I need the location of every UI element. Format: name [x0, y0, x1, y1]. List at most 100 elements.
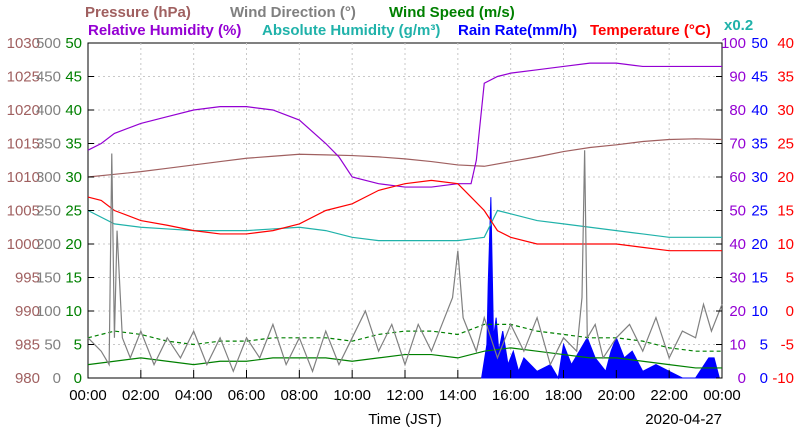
- y-tick-label-wind-direction: 450: [36, 69, 61, 86]
- y-tick-label-temperature: 5: [786, 270, 794, 287]
- y-tick-label-pressure: 1015: [7, 136, 40, 153]
- series-line-pressure-hpa: [87, 138, 723, 178]
- y-tick-label-wind-speed: 15: [65, 270, 82, 287]
- y-tick-label-pressure: 985: [15, 337, 40, 354]
- y-tick-label-rain-rate: 10: [751, 303, 768, 320]
- y-tick-label-humidity: 60: [729, 169, 746, 186]
- date-label: 2020-04-27: [645, 411, 722, 428]
- y-tick-label-wind-speed: 30: [65, 169, 82, 186]
- y-tick-label-rain-rate: 25: [751, 203, 768, 220]
- y-tick-label-humidity: 30: [729, 270, 746, 287]
- x-axis-label: Time (JST): [368, 411, 442, 428]
- x-tick-label: 00:00: [703, 387, 741, 404]
- series-line-wind-speed-m-s: [87, 347, 722, 369]
- y-tick-label-wind-direction: 300: [36, 169, 61, 186]
- x-tick-label: 08:00: [281, 387, 319, 404]
- y-tick-label-humidity: 70: [729, 136, 746, 153]
- series-line-temperature-c: [87, 179, 722, 252]
- y-axes: 9809859909951000100510101015102010251030…: [7, 35, 794, 387]
- x-tick-label: 20:00: [598, 387, 636, 404]
- y-tick-label-humidity: 40: [729, 236, 746, 253]
- y-tick-label-temperature: -10: [772, 370, 794, 387]
- y-tick-label-humidity: 10: [729, 337, 746, 354]
- y-tick-label-humidity: 80: [729, 102, 746, 119]
- y-tick-label-wind-speed: 20: [65, 236, 82, 253]
- y-tick-label-pressure: 995: [15, 270, 40, 287]
- rain-rate-fill: [481, 197, 721, 380]
- y-tick-label-pressure: 1020: [7, 102, 40, 119]
- y-tick-label-temperature: -5: [781, 337, 794, 354]
- legend-rain-rate: Rain Rate(mm/h): [458, 22, 577, 39]
- y-tick-label-wind-direction: 0: [53, 370, 61, 387]
- x-tick-label: 02:00: [122, 387, 160, 404]
- series-lines: [87, 62, 723, 374]
- y-tick-label-temperature: 10: [777, 236, 794, 253]
- y-tick-label-temperature: 20: [777, 169, 794, 186]
- y-tick-label-rain-rate: 0: [760, 370, 768, 387]
- y-tick-label-wind-speed: 10: [65, 303, 82, 320]
- y-tick-label-rain-rate: 40: [751, 102, 768, 119]
- y-tick-label-temperature: 30: [777, 102, 794, 119]
- y-tick-label-pressure: 1030: [7, 35, 40, 52]
- y-tick-label-humidity: 100: [721, 35, 746, 52]
- legend-wind-speed: Wind Speed (m/s): [389, 4, 515, 21]
- y-tick-label-wind-direction: 200: [36, 236, 61, 253]
- y-tick-label-pressure: 980: [15, 370, 40, 387]
- y-tick-label-humidity: 0: [738, 370, 746, 387]
- y-tick-label-wind-direction: 350: [36, 136, 61, 153]
- y-tick-label-wind-speed: 25: [65, 203, 82, 220]
- y-tick-label-temperature: 15: [777, 203, 794, 220]
- y-tick-label-rain-rate: 45: [751, 69, 768, 86]
- y-tick-label-wind-direction: 250: [36, 203, 61, 220]
- y-tick-label-wind-direction: 400: [36, 102, 61, 119]
- y-tick-label-pressure: 1005: [7, 203, 40, 220]
- y-tick-label-humidity: 20: [729, 303, 746, 320]
- legend-wind-direction: Wind Direction (°): [230, 4, 356, 21]
- x-tick-label: 06:00: [228, 387, 266, 404]
- y-tick-label-temperature: 35: [777, 69, 794, 86]
- legend-multiplier-note: x0.2: [724, 17, 753, 34]
- y-tick-label-rain-rate: 30: [751, 169, 768, 186]
- x-tick-label: 22:00: [650, 387, 688, 404]
- y-tick-label-rain-rate: 5: [760, 337, 768, 354]
- series-line-relative-humidity: [87, 62, 722, 188]
- series-line-wind-direction: [87, 150, 723, 374]
- y-tick-label-wind-direction: 150: [36, 270, 61, 287]
- y-tick-label-rain-rate: 50: [751, 35, 768, 52]
- y-tick-label-wind-speed: 0: [74, 370, 82, 387]
- y-tick-label-pressure: 1000: [7, 236, 40, 253]
- y-tick-label-rain-rate: 20: [751, 236, 768, 253]
- y-tick-label-temperature: 25: [777, 136, 794, 153]
- y-tick-label-wind-speed: 50: [65, 35, 82, 52]
- legend-pressure: Pressure (hPa): [85, 4, 191, 21]
- y-tick-label-wind-speed: 40: [65, 102, 82, 119]
- y-tick-label-temperature: 40: [777, 35, 794, 52]
- y-tick-label-pressure: 1010: [7, 169, 40, 186]
- y-tick-label-temperature: 0: [786, 303, 794, 320]
- legend-relative-humidity: Relative Humidity (%): [88, 22, 241, 39]
- x-tick-label: 14:00: [439, 387, 477, 404]
- y-tick-label-humidity: 50: [729, 203, 746, 220]
- rain-rate-area: [481, 197, 721, 380]
- y-tick-label-humidity: 90: [729, 69, 746, 86]
- y-tick-label-wind-speed: 45: [65, 69, 82, 86]
- y-tick-label-wind-speed: 5: [74, 337, 82, 354]
- x-tick-label: 12:00: [386, 387, 424, 404]
- y-tick-label-pressure: 990: [15, 303, 40, 320]
- y-tick-label-rain-rate: 35: [751, 136, 768, 153]
- y-tick-label-pressure: 1025: [7, 69, 40, 86]
- x-tick-label: 18:00: [545, 387, 583, 404]
- y-tick-label-wind-direction: 100: [36, 303, 61, 320]
- y-tick-label-wind-direction: 50: [44, 337, 61, 354]
- y-tick-label-wind-direction: 500: [36, 35, 61, 52]
- x-tick-label: 10:00: [333, 387, 371, 404]
- x-axis: 00:00 02:00 04:00 06:00 08:00 10:00 12:00 14:00…: [69, 370, 741, 404]
- y-tick-label-rain-rate: 15: [751, 270, 768, 287]
- legend-absolute-humidity: Absolute Humidity (g/m³): [262, 22, 440, 39]
- x-tick-label: 04:00: [175, 387, 213, 404]
- x-tick-label: 16:00: [492, 387, 530, 404]
- y-tick-label-wind-speed: 35: [65, 136, 82, 153]
- x-tick-label: 00:00: [69, 387, 107, 404]
- legend-temperature: Temperature (°C): [590, 22, 711, 39]
